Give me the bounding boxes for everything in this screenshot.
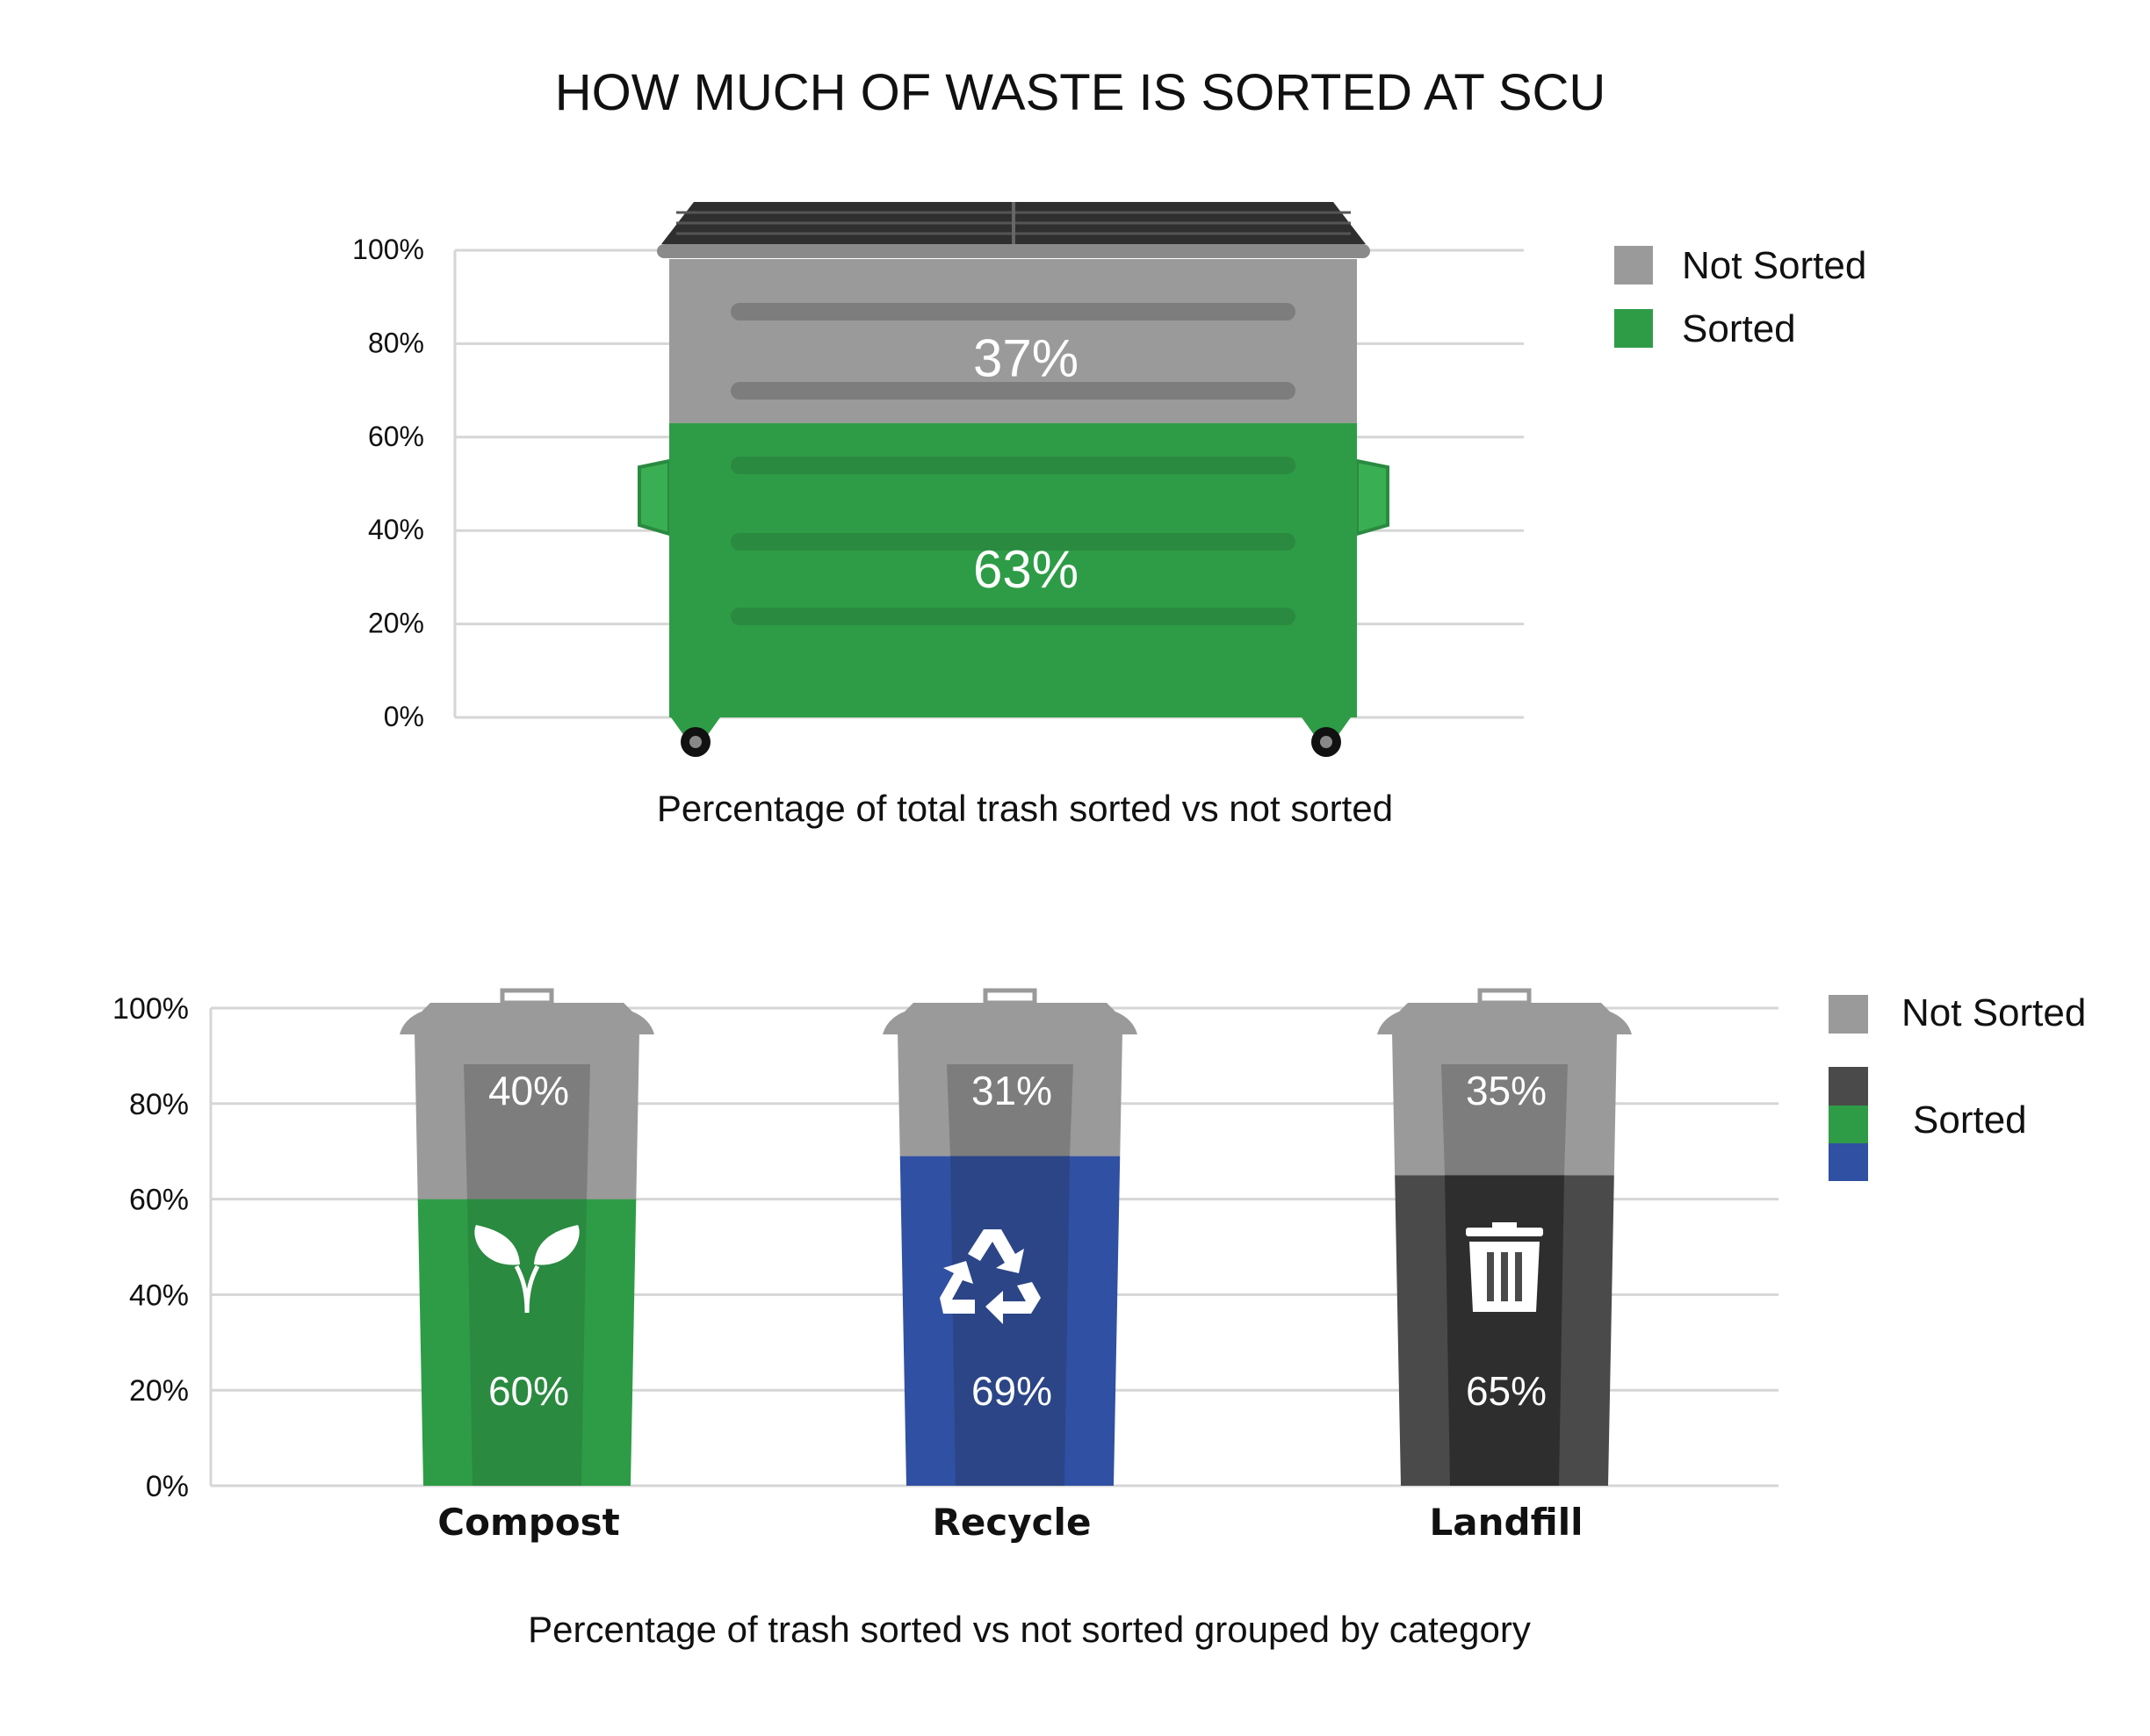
y-tick-label: 80% (129, 1088, 189, 1121)
trash-slot (1515, 1252, 1522, 1301)
legend-swatch-sorted-recycle (1829, 1143, 1868, 1181)
bar-label-sorted: 69% (971, 1368, 1052, 1414)
bin-lid (1377, 1003, 1632, 1034)
y-tick-label: 100% (112, 992, 189, 1026)
legend-swatch-not-sorted (1614, 246, 1653, 285)
bin-stripe (467, 1199, 587, 1486)
bin-lid (883, 1003, 1137, 1034)
bin-stripe (1445, 1175, 1564, 1486)
top-bar-labels: 37% 63% (973, 328, 1079, 598)
x-tick-label: Compost (437, 1501, 619, 1544)
trash-lid (1466, 1228, 1543, 1236)
x-tick-label: Landfill (1430, 1501, 1584, 1544)
legend-swatch-sorted-compost (1829, 1106, 1868, 1143)
trash-handle (1492, 1222, 1517, 1229)
y-tick-label: 60% (129, 1184, 189, 1217)
y-tick-label: 20% (129, 1374, 189, 1408)
y-tick-label: 40% (368, 514, 424, 545)
bar-label-not-sorted: 37% (973, 328, 1079, 387)
bin-lid (400, 1003, 654, 1034)
leaf-left (474, 1225, 520, 1265)
dumpster-rim (657, 244, 1370, 258)
legend-swatch-sorted (1614, 309, 1653, 348)
legend-label-not-sorted: Not Sorted (1682, 244, 1866, 287)
bar-label-not-sorted: 40% (488, 1068, 569, 1113)
y-tick-label: 0% (146, 1470, 189, 1503)
bottom-y-axis: 0% 20% 40% 60% 80% 100% (112, 992, 189, 1503)
y-tick-label: 100% (352, 234, 424, 265)
legend-swatch-not-sorted (1829, 995, 1868, 1034)
trash-slot (1487, 1252, 1494, 1301)
leaf-icon (474, 1225, 580, 1314)
bin-handle (983, 988, 1037, 1005)
bottom-legend: Not Sorted Sorted (1829, 991, 2086, 1181)
y-tick-label: 40% (129, 1279, 189, 1312)
dumpster-icon (638, 202, 1389, 757)
dumpster-wheel-hub (689, 736, 702, 748)
top-y-axis: 0% 20% 40% 60% 80% 100% (352, 234, 424, 732)
dumpster-handle-left (638, 458, 671, 537)
trash-icon (1466, 1222, 1543, 1312)
bin-stripe (464, 1064, 590, 1199)
bin-landfill: 35% 65% (1377, 988, 1632, 1486)
recycle-arrow (940, 1261, 975, 1314)
bar-label-sorted: 60% (488, 1368, 569, 1414)
recycle-arrow (985, 1282, 1041, 1324)
bar-label-not-sorted: 31% (971, 1068, 1052, 1113)
bin-recycle: 31% 69% (883, 988, 1137, 1486)
y-tick-label: 80% (368, 327, 424, 358)
y-tick-label: 20% (368, 608, 424, 639)
legend-swatch-sorted-landfill (1829, 1067, 1868, 1106)
legend-label-sorted: Sorted (1913, 1099, 2027, 1142)
y-tick-label: 0% (384, 701, 424, 732)
bin-compost: 40% 60% (400, 988, 654, 1486)
dumpster-handle-right (1355, 458, 1389, 537)
category-bins: 40% 60% Compost 31% 69% Recycle 35% 65% Landfill (400, 988, 1632, 1544)
bin-handle (500, 988, 554, 1005)
y-tick-label: 60% (368, 421, 424, 452)
trash-slot (1501, 1252, 1508, 1301)
bottom-chart-caption: Percentage of trash sorted vs not sorted… (528, 1609, 1531, 1650)
bar-label-sorted: 63% (973, 540, 1079, 599)
recycle-arrow (968, 1229, 1024, 1273)
bar-label-not-sorted: 35% (1466, 1068, 1547, 1113)
bottom-chart: 0% 20% 40% 60% 80% 100% 40% 60% Compost 31% 69% Re… (112, 988, 2086, 1650)
top-chart: 0% 20% 40% 60% 80% 100% 37% 63% Not Sorted Sort… (352, 202, 1866, 829)
recycle-icon (940, 1229, 1041, 1324)
leaf-stem (514, 1264, 540, 1314)
dumpster-wheel-hub (1320, 736, 1332, 748)
bar-label-sorted: 65% (1466, 1368, 1547, 1414)
top-chart-caption: Percentage of total trash sorted vs not … (657, 788, 1393, 829)
legend-label-not-sorted: Not Sorted (1901, 991, 2086, 1034)
page-title: HOW MUCH OF WASTE IS SORTED AT SCU (555, 64, 1606, 121)
x-tick-label: Recycle (933, 1501, 1092, 1544)
legend-label-sorted: Sorted (1682, 307, 1796, 350)
top-legend: Not Sorted Sorted (1614, 244, 1866, 350)
bin-stripe (950, 1156, 1070, 1486)
bin-handle (1477, 988, 1532, 1005)
bin-stripe (947, 1064, 1073, 1156)
bin-stripe (1441, 1064, 1568, 1176)
leaf-right (534, 1225, 580, 1265)
